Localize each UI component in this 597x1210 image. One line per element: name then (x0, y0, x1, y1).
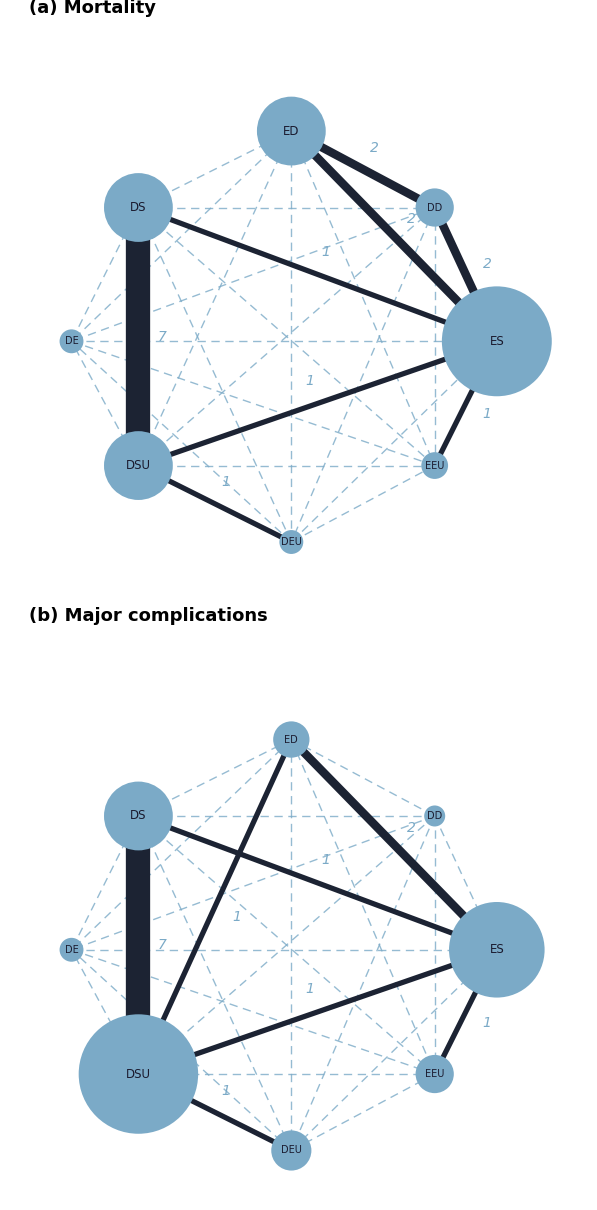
Text: DE: DE (64, 945, 78, 955)
Circle shape (416, 1055, 454, 1093)
Circle shape (271, 1130, 312, 1170)
Circle shape (257, 97, 326, 166)
Text: DEU: DEU (281, 1146, 301, 1156)
Text: 1: 1 (322, 853, 330, 868)
Text: DSU: DSU (126, 459, 151, 472)
Text: 2: 2 (370, 142, 378, 155)
Text: 2: 2 (407, 820, 416, 835)
Circle shape (424, 806, 445, 826)
Circle shape (421, 453, 448, 479)
Circle shape (60, 329, 84, 353)
Text: DS: DS (130, 809, 147, 823)
Circle shape (104, 173, 173, 242)
Circle shape (442, 287, 552, 396)
Text: DEU: DEU (281, 537, 301, 547)
Text: 1: 1 (232, 910, 241, 923)
Text: ED: ED (284, 734, 298, 744)
Circle shape (79, 1014, 198, 1134)
Text: 1: 1 (221, 476, 230, 489)
Text: 7: 7 (158, 938, 167, 952)
Circle shape (449, 901, 544, 997)
Text: 1: 1 (221, 1084, 230, 1097)
Text: (b) Major complications: (b) Major complications (29, 607, 267, 626)
Text: ES: ES (490, 944, 504, 956)
Text: ES: ES (490, 335, 504, 347)
Text: 2: 2 (483, 258, 492, 271)
Circle shape (416, 189, 454, 226)
Circle shape (104, 782, 173, 851)
Text: 7: 7 (158, 329, 167, 344)
Text: EEU: EEU (425, 1068, 444, 1079)
Text: DD: DD (427, 811, 442, 820)
Circle shape (104, 431, 173, 500)
Text: DD: DD (427, 202, 442, 213)
Text: DSU: DSU (126, 1067, 151, 1081)
Text: (a) Mortality: (a) Mortality (29, 0, 155, 17)
Circle shape (273, 721, 309, 757)
Text: 1: 1 (305, 374, 314, 388)
Circle shape (60, 938, 84, 962)
Circle shape (279, 530, 303, 554)
Text: 2: 2 (407, 213, 416, 226)
Text: DE: DE (64, 336, 78, 346)
Text: 1: 1 (483, 1015, 491, 1030)
Text: 1: 1 (322, 246, 330, 259)
Text: 1: 1 (305, 983, 314, 996)
Text: 1: 1 (483, 407, 491, 421)
Text: ED: ED (283, 125, 300, 138)
Text: DS: DS (130, 201, 147, 214)
Text: EEU: EEU (425, 461, 444, 471)
